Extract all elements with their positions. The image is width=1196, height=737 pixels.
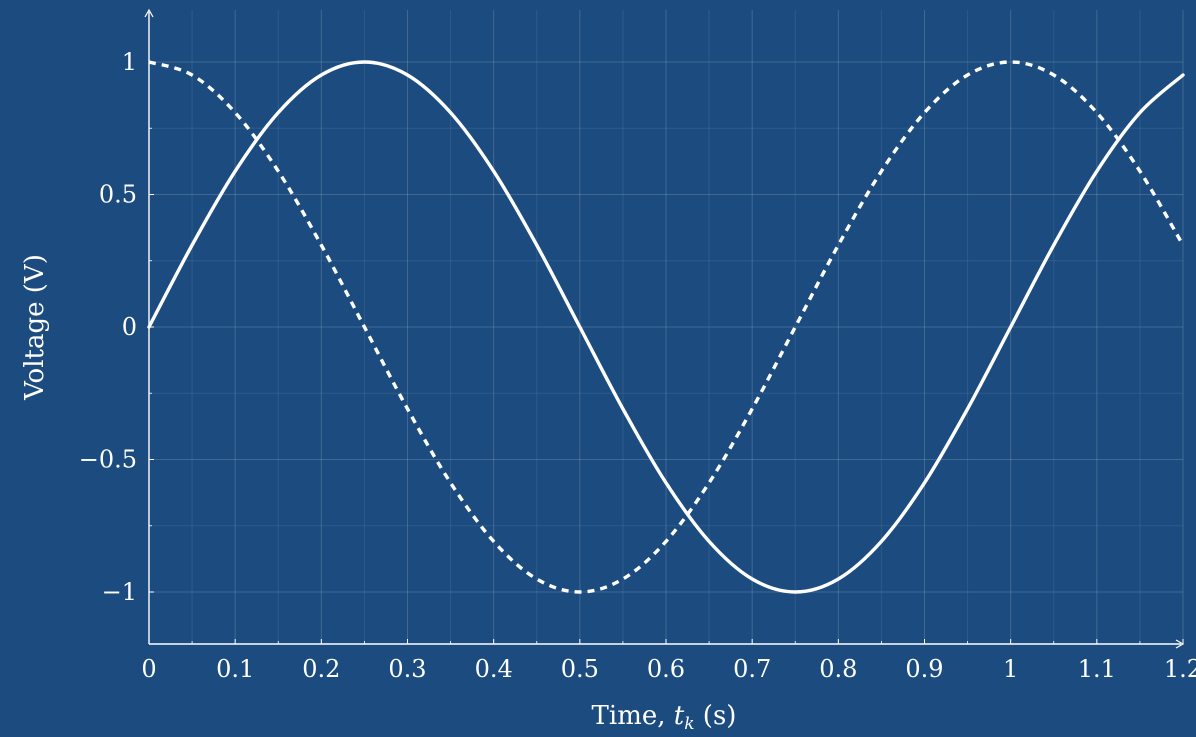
series-layer: [147, 60, 1185, 594]
x-tick-label: 0.5: [561, 655, 599, 683]
x-tick-label: 0: [141, 655, 156, 683]
grid-layer: [148, 10, 1184, 644]
x-tick-label: 1.1: [1078, 655, 1116, 683]
label-layer: Time, tk (s) Voltage (V): [20, 254, 737, 734]
x-tick-label: 1.2: [1164, 655, 1196, 683]
y-tick-label: 1: [122, 48, 137, 76]
x-tick-label: 0.6: [647, 655, 685, 683]
dashed-series-line: [148, 60, 1185, 594]
y-tick-label: 0.5: [99, 181, 137, 209]
y-tick-label: −1: [102, 578, 137, 606]
y-axis-arrow: [144, 8, 154, 18]
axis-layer: 0 0.1 0.2 0.3 0.4 0.5 0.6 0.7 0.8 0.9 1 1.1 1.2 −1 −0.…: [79, 8, 1196, 683]
y-tick-label: −0.5: [79, 446, 137, 474]
x-tick-label: 1: [1003, 655, 1018, 683]
x-tick-label: 0.3: [388, 655, 426, 683]
x-axis-label: Time, tk (s): [592, 701, 737, 732]
x-tick-label: 0.1: [216, 655, 254, 683]
x-tick-label: 0.4: [475, 655, 513, 683]
y-tick-label: 0: [122, 313, 137, 341]
x-tick-label: 0.2: [302, 655, 340, 683]
x-tick-label: 0.8: [819, 655, 857, 683]
solid-series-line: [147, 60, 1185, 594]
x-tick-label: 0.9: [905, 655, 943, 683]
x-tick-label: 0.7: [733, 655, 771, 683]
y-axis-label: Voltage (V): [20, 254, 50, 401]
